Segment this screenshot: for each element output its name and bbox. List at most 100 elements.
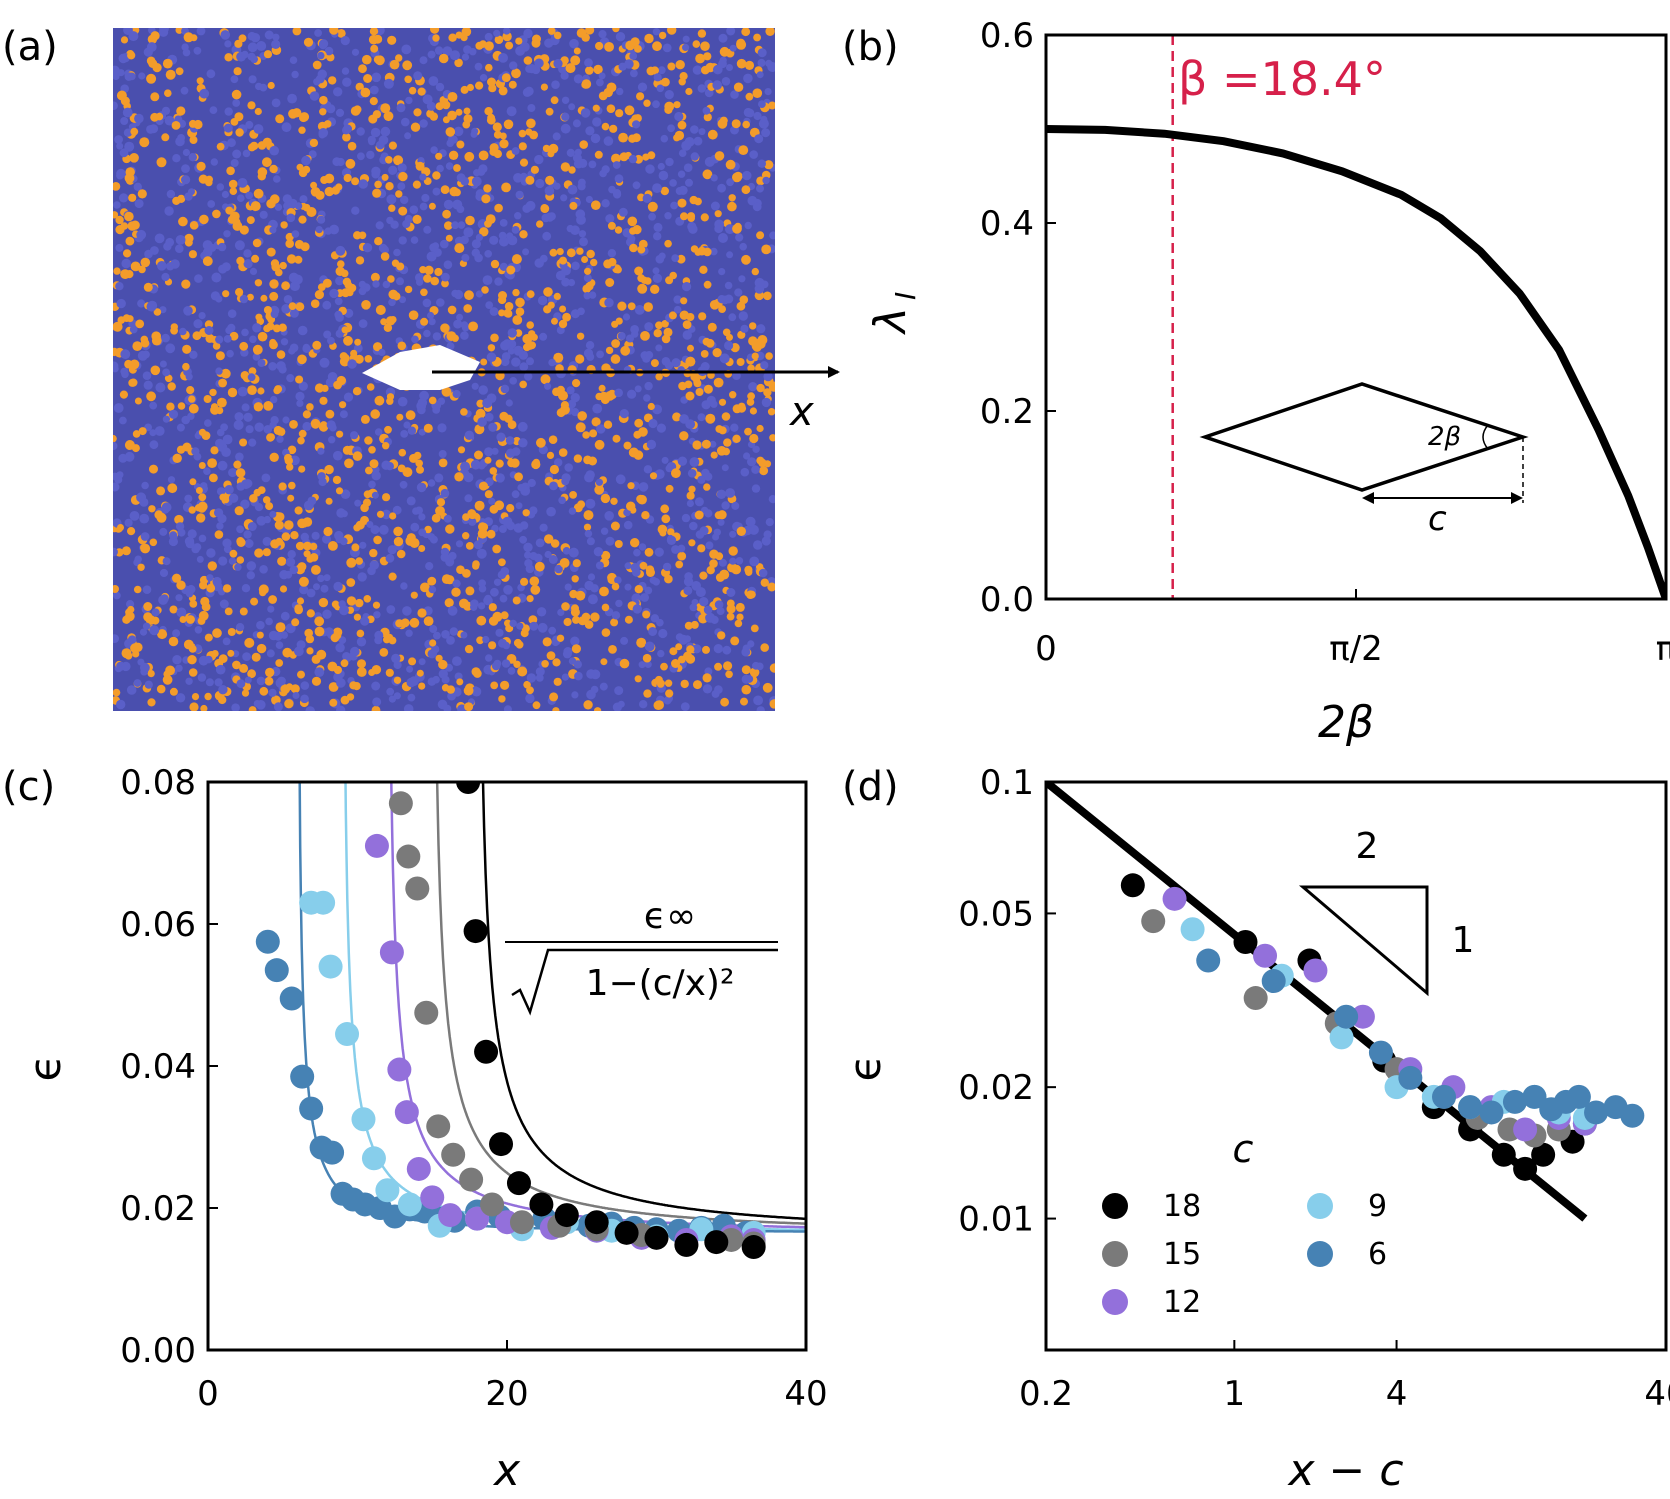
particle xyxy=(236,525,245,534)
particle xyxy=(396,413,404,421)
particle xyxy=(256,631,264,639)
particle xyxy=(548,555,558,564)
data-point xyxy=(396,844,421,869)
particle xyxy=(268,688,277,697)
particle xyxy=(438,53,449,64)
particle xyxy=(251,652,261,662)
particle xyxy=(684,380,693,389)
particle xyxy=(482,275,493,285)
particle xyxy=(114,135,123,144)
particle xyxy=(239,663,249,673)
legend-label: 9 xyxy=(1368,1189,1387,1224)
particle xyxy=(381,509,392,520)
particle xyxy=(475,233,483,241)
particle xyxy=(718,268,726,276)
particle xyxy=(335,643,345,653)
particle xyxy=(506,232,514,240)
particle xyxy=(546,451,555,459)
particle xyxy=(249,141,259,151)
particle xyxy=(212,576,222,587)
particle xyxy=(571,644,582,654)
particle xyxy=(734,288,743,297)
particle xyxy=(468,321,478,332)
data-point xyxy=(255,929,280,954)
particle xyxy=(462,569,471,578)
particle xyxy=(310,181,318,189)
data-point xyxy=(509,1210,534,1235)
particle xyxy=(189,478,197,486)
panel-b-ylabel-main: λ xyxy=(865,307,916,335)
particle xyxy=(607,221,616,230)
particle xyxy=(489,307,499,316)
particle xyxy=(463,304,473,313)
particle xyxy=(558,496,566,505)
particle xyxy=(700,41,710,51)
particle xyxy=(615,474,626,485)
data-point xyxy=(644,1225,669,1250)
particle xyxy=(161,272,170,282)
particle xyxy=(695,587,706,598)
data-point xyxy=(480,1192,505,1217)
particle xyxy=(726,178,734,187)
particle xyxy=(478,602,486,610)
inset-arrow-right xyxy=(1511,492,1523,504)
particle xyxy=(189,600,198,608)
particle xyxy=(671,254,680,262)
particle xyxy=(413,108,422,117)
particle xyxy=(678,655,686,664)
particle xyxy=(134,113,144,124)
particle xyxy=(530,333,538,341)
particle xyxy=(224,485,234,495)
particle xyxy=(313,583,320,591)
particle xyxy=(744,221,752,230)
particle xyxy=(571,261,580,271)
particle xyxy=(385,182,394,191)
particle xyxy=(751,342,760,351)
particle xyxy=(586,537,595,546)
particle xyxy=(142,371,152,381)
particle xyxy=(230,75,239,84)
particle xyxy=(303,500,314,511)
particle xyxy=(570,55,581,66)
particle xyxy=(312,60,322,70)
particle xyxy=(410,591,418,599)
particle xyxy=(180,86,189,95)
particle xyxy=(156,512,167,523)
formula-annotation: ϵ∞ 1−(c/x)² xyxy=(505,896,778,1016)
particle xyxy=(506,504,515,513)
particle xyxy=(446,331,457,341)
particle xyxy=(291,70,299,79)
particle xyxy=(756,71,764,79)
particle xyxy=(147,698,156,707)
particle xyxy=(524,559,533,568)
particle xyxy=(454,472,464,482)
particle xyxy=(700,213,709,222)
particle xyxy=(341,288,351,298)
particle xyxy=(148,59,158,68)
particle xyxy=(481,194,491,204)
particle xyxy=(430,276,440,286)
particle xyxy=(294,506,303,515)
particle xyxy=(702,106,711,115)
particle xyxy=(175,67,184,76)
particle xyxy=(721,77,731,86)
particle xyxy=(113,634,119,643)
particle xyxy=(526,595,534,603)
particle xyxy=(270,310,279,319)
particle xyxy=(469,48,477,56)
particle xyxy=(501,659,511,668)
particle xyxy=(752,202,762,212)
particle xyxy=(608,645,617,654)
particle xyxy=(631,330,639,338)
particle xyxy=(297,670,305,679)
particle xyxy=(193,319,203,329)
particle xyxy=(745,568,753,576)
particle xyxy=(689,603,698,612)
particle xyxy=(513,345,524,356)
particle xyxy=(572,615,580,624)
particle xyxy=(428,585,437,594)
particle xyxy=(203,395,212,403)
particle xyxy=(256,516,267,526)
particle xyxy=(256,643,267,654)
particle xyxy=(396,262,405,271)
